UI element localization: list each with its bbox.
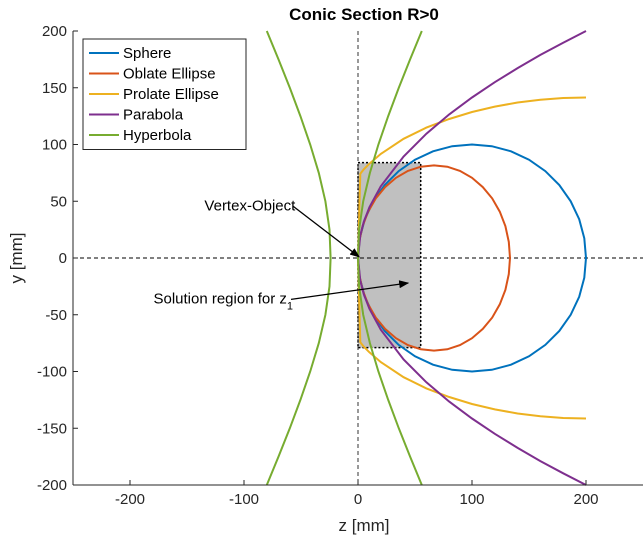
x-axis-label: z [mm] xyxy=(339,516,390,535)
legend-label: Parabola xyxy=(123,107,184,124)
chart-title: Conic Section R>0 xyxy=(289,5,439,24)
legend-label: Hyperbola xyxy=(123,127,192,144)
legend-label: Sphere xyxy=(123,45,171,62)
legend-label: Prolate Ellipse xyxy=(123,86,219,103)
y-tick-label: -200 xyxy=(37,477,67,494)
y-tick-label: -150 xyxy=(37,420,67,437)
y-tick-label: 100 xyxy=(42,137,67,154)
y-tick-labels: 200 150 100 50 0 -50 -100 -150 -200 xyxy=(37,23,78,494)
x-tick-label: 200 xyxy=(573,491,598,508)
annotation-label: Vertex-Object xyxy=(204,197,296,214)
x-tick-label: -100 xyxy=(229,491,259,508)
x-tick-label: -200 xyxy=(115,491,145,508)
legend: Sphere Oblate Ellipse Prolate Ellipse Parab… xyxy=(82,38,247,150)
y-tick-label: 150 xyxy=(42,80,67,97)
x-tick-label: 0 xyxy=(354,491,362,508)
y-tick-label: 50 xyxy=(50,193,67,210)
annotation-subscript: 1 xyxy=(287,300,293,312)
solution-region-rect xyxy=(357,161,422,349)
y-tick-label: -100 xyxy=(37,364,67,381)
y-tick-label: -50 xyxy=(45,307,67,324)
annotation-arrow xyxy=(292,205,360,258)
y-tick-label: 200 xyxy=(42,23,67,40)
legend-label: Oblate Ellipse xyxy=(123,66,216,83)
series-line-hyperbola xyxy=(265,30,332,486)
x-tick-label: 100 xyxy=(459,491,484,508)
annotation-arrow xyxy=(290,280,410,301)
annotation-label: Solution region for z1 xyxy=(153,290,293,312)
annotations: Vertex-Object Solution region for z1 xyxy=(153,197,410,312)
x-tick-labels: -200 -100 0 100 200 xyxy=(115,480,599,508)
y-axis-label: y [mm] xyxy=(7,233,26,284)
solution-region xyxy=(357,161,422,349)
series-lines xyxy=(265,30,587,486)
series-line-hyperbola-branch-2 xyxy=(356,30,423,486)
y-tick-label: 0 xyxy=(59,250,67,267)
